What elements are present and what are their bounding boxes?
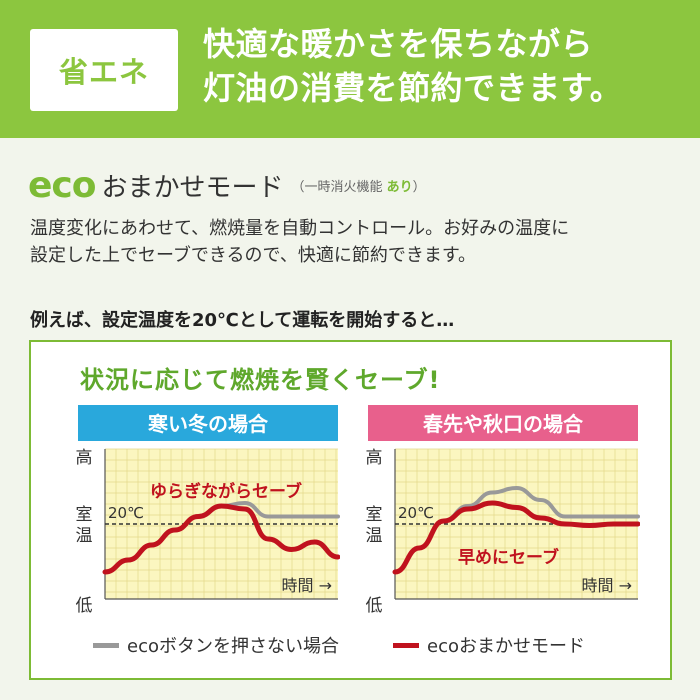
chart-legend: ecoボタンを押さない場合 ecoおまかせモード (93, 632, 653, 662)
y-tick-high: 高 (76, 448, 93, 468)
energy-saving-badge: 省エネ (30, 29, 178, 111)
legend-swatch-eco (393, 642, 419, 648)
x-axis-label: 時間 → (282, 576, 333, 595)
y-tick-high: 高 (366, 448, 383, 468)
reference-label: 20℃ (398, 504, 434, 522)
y-tick-room-1: 室 (366, 505, 383, 525)
legend-item-normal: ecoボタンを押さない場合 (93, 632, 339, 658)
chart-annotation: ゆらぎながらセーブ (150, 481, 302, 502)
chart-annotation: 早めにセーブ (458, 547, 559, 568)
y-tick-room-1: 室 (76, 505, 93, 525)
y-tick-low: 低 (76, 596, 93, 616)
chart-header (78, 405, 338, 441)
mode-name: おまかせモード (101, 173, 284, 203)
x-axis-label: 時間 → (582, 576, 633, 595)
legend-item-eco: ecoおまかせモード (393, 632, 585, 658)
mode-note-bold: あり (386, 180, 413, 195)
legend-swatch-normal (93, 642, 119, 648)
panel-title: 状況に応じて燃焼を賢くセーブ! (80, 366, 441, 394)
series-line-1 (102, 503, 340, 575)
description-line-2: 設定した上でセーブできるので、快適に節約できます。 (30, 245, 477, 266)
mode-description: 温度変化にあわせて、燃焼量を自動コントロール。お好みの温度に 設定した上でセーブ… (30, 215, 680, 269)
headline-line-2: 灯油の消費を節約できます。 (203, 69, 623, 107)
series-line-1 (392, 500, 640, 575)
mode-note: （一時消火機能 あり） (292, 180, 426, 195)
eco-logo: eco (28, 165, 96, 206)
header-headline: 快適な暖かさを保ちながら 灯油の消費を節約できます。 (203, 22, 683, 110)
header-banner: 省エネ 快適な暖かさを保ちながら 灯油の消費を節約できます。 (0, 0, 700, 138)
legend-label-eco: ecoおまかせモード (427, 636, 585, 657)
legend-label-normal: ecoボタンを押さない場合 (127, 636, 339, 657)
chart-header (368, 405, 638, 441)
mode-note-close: ） (412, 180, 426, 195)
reference-label: 20℃ (108, 504, 144, 522)
chart-title: 寒い冬の場合 (148, 412, 269, 436)
y-tick-low: 低 (366, 596, 383, 616)
description-line-1: 温度変化にあわせて、燃焼量を自動コントロール。お好みの温度に (30, 218, 570, 239)
badge-label: 省エネ (58, 55, 149, 89)
mode-note-open: （一時消火機能 (291, 180, 387, 195)
example-lead: 例えば、設定温度を20℃として運転を開始すると… (30, 310, 455, 331)
chart-title: 春先や秋口の場合 (422, 412, 584, 436)
y-tick-room-2: 温 (76, 526, 93, 546)
headline-line-1: 快適な暖かさを保ちながら (203, 25, 594, 63)
y-tick-room-2: 温 (366, 526, 383, 546)
mode-title: eco おまかせモード （一時消火機能 あり） (28, 165, 426, 206)
